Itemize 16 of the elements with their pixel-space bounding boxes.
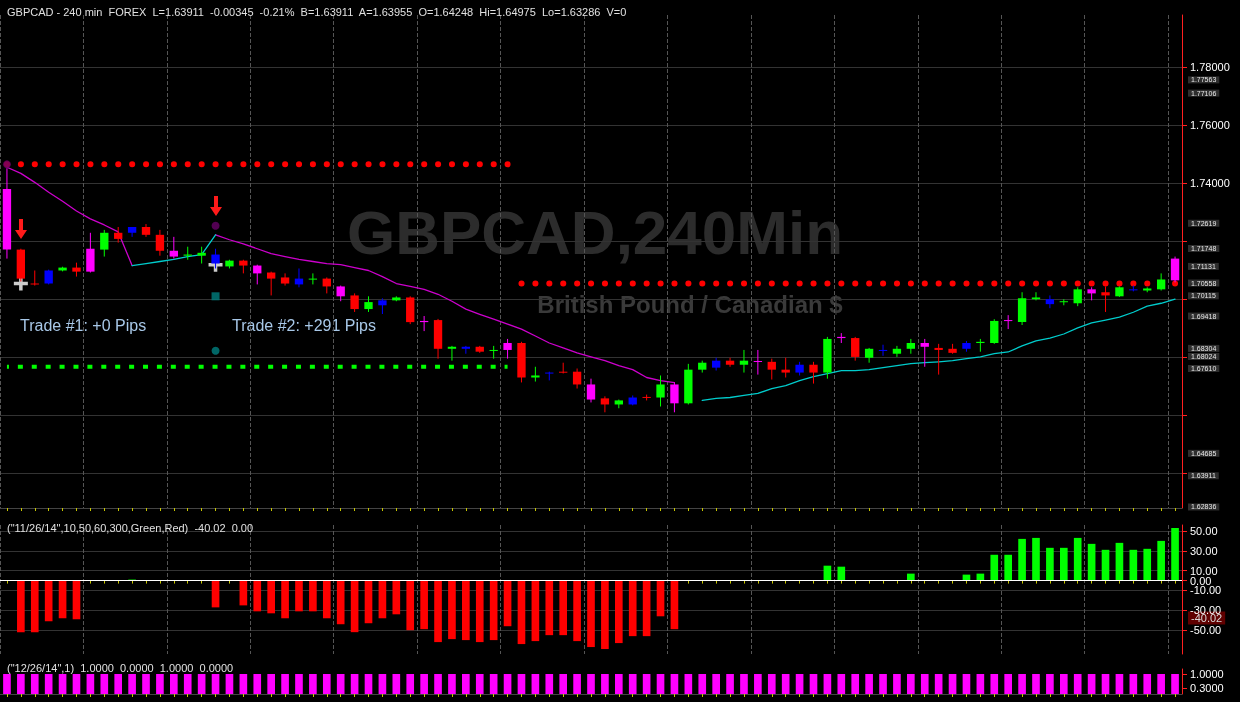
y-tick-label: 1.78000 <box>1190 61 1230 74</box>
annotation: Trade #1: +0 Pips <box>20 316 147 334</box>
y-tick-label: 10.00 <box>1190 564 1218 577</box>
chart-title: GBPCAD - 240 min FOREX L=1.63911 -0.00345 -0.21% B=1.63911 A=1.63955 O=1.64248 Hi=1.64975 Lo=1.63286 V=0 <box>7 5 627 18</box>
chart-title: ("11/26/14",10,50,60,300,Green,Red) -40.02 0.00 <box>7 521 254 534</box>
y-tick-label: -10.00 <box>1190 584 1222 597</box>
y-tick-label: -50.00 <box>1190 624 1222 637</box>
y-tick-label: 0.3000 <box>1190 682 1224 694</box>
y-tick-label: 1.76000 <box>1190 119 1230 132</box>
y-tick-label: 50.00 <box>1190 524 1218 537</box>
y-tick-label: 0.00 <box>1190 574 1212 587</box>
chart-title: ("12/26/14",1) 1.0000 0.0000 1.0000 0.0000 <box>7 661 234 674</box>
y-tick-label: 30.00 <box>1190 544 1218 557</box>
annotation: Trade #2: +291 Pips <box>232 316 376 334</box>
y-tick-label: 1.0000 <box>1190 668 1224 680</box>
y-tick-label: 1.74000 <box>1190 177 1230 190</box>
